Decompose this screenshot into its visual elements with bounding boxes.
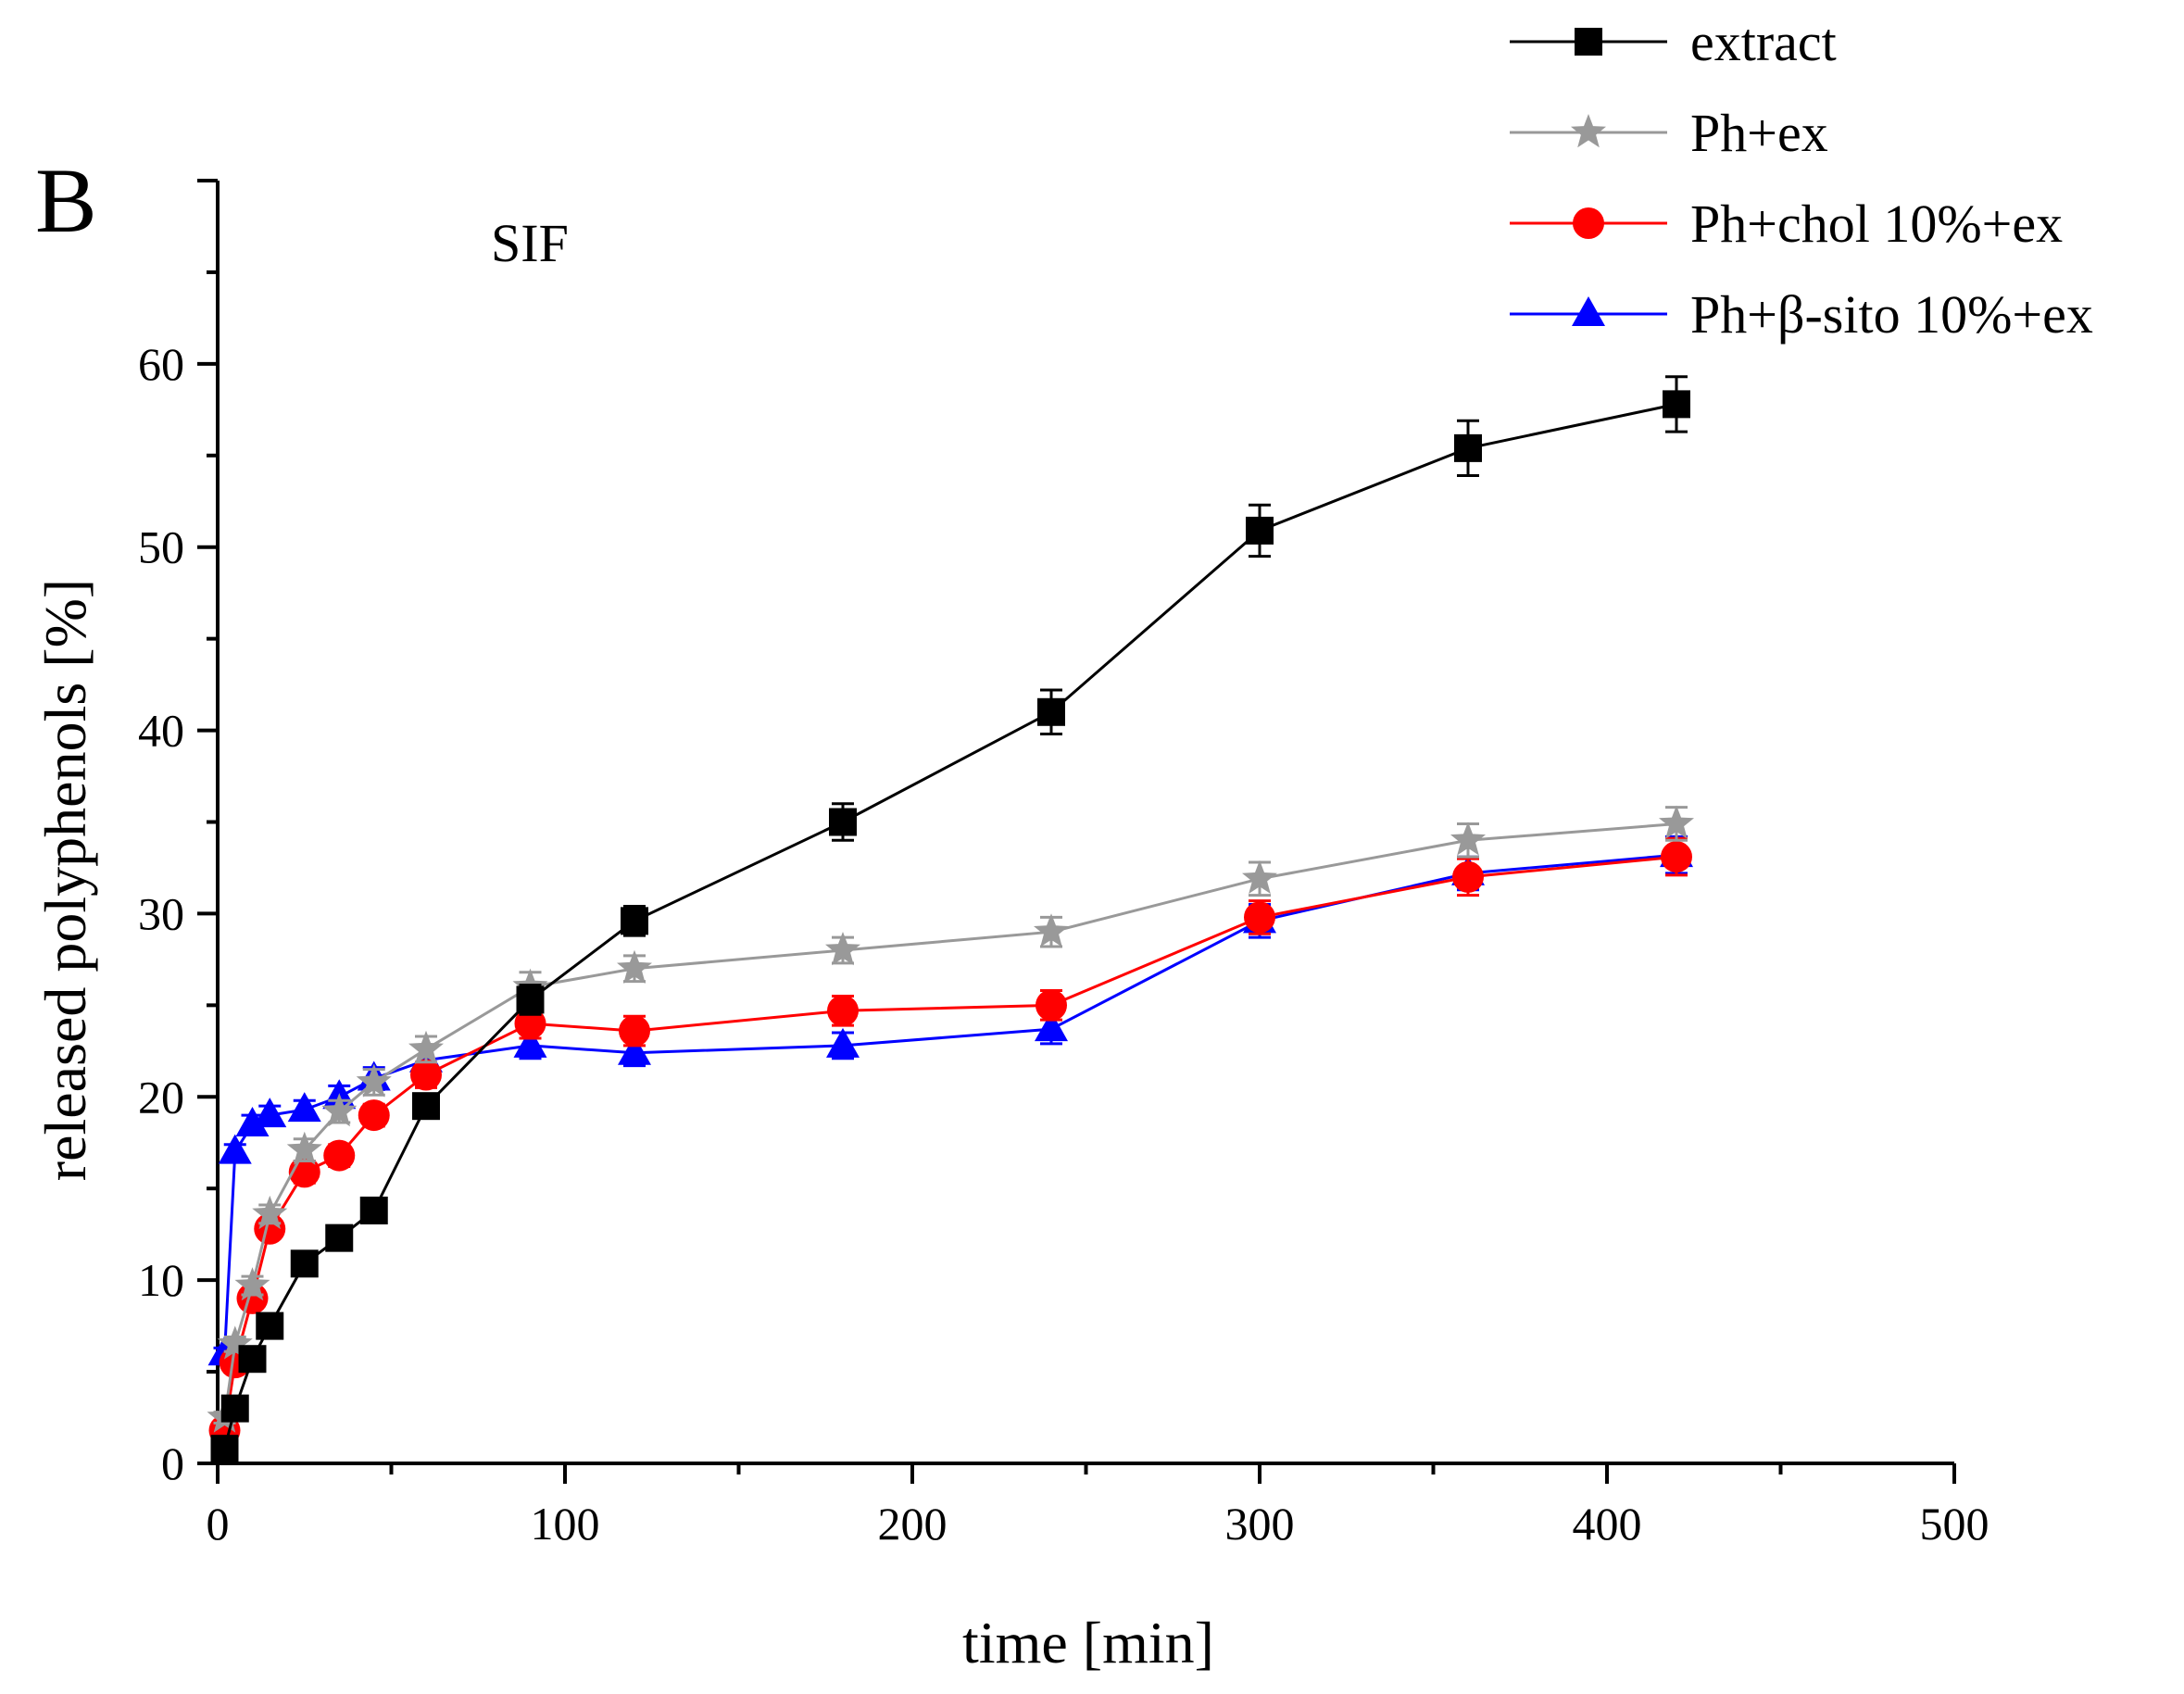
data-point <box>234 1267 270 1301</box>
data-point <box>1663 390 1690 419</box>
data-point <box>617 949 652 984</box>
data-point <box>826 1027 860 1058</box>
x-tick-label: 500 <box>1920 1498 1989 1550</box>
data-point <box>410 1059 442 1091</box>
data-point <box>829 808 857 836</box>
legend-item: Ph+chol 10%+ex <box>1510 194 2063 254</box>
series-line <box>223 822 1677 1418</box>
data-point <box>256 1311 284 1340</box>
y-tick-label: 60 <box>138 338 184 390</box>
data-point <box>321 1093 358 1127</box>
chart-annotation: SIF <box>491 213 569 273</box>
legend-marker <box>1572 296 1605 326</box>
data-point <box>1242 860 1277 894</box>
series-2 <box>208 836 1692 1447</box>
x-tick-label: 400 <box>1573 1498 1642 1550</box>
data-point <box>1037 697 1065 726</box>
data-point <box>1452 860 1484 893</box>
data-point <box>621 907 648 935</box>
x-axis-title: time [min] <box>962 1610 1214 1675</box>
data-point <box>356 1063 392 1098</box>
data-point <box>513 1027 547 1058</box>
y-tick-label: 30 <box>138 887 184 939</box>
x-tick-label: 300 <box>1225 1498 1295 1550</box>
legend-marker <box>1571 114 1606 148</box>
legend-item: extract <box>1510 12 1837 72</box>
series-layer <box>207 375 1694 1463</box>
series-line <box>223 402 1677 1449</box>
data-point <box>1246 516 1274 545</box>
data-point <box>1450 822 1486 856</box>
data-point <box>1661 841 1692 873</box>
data-point <box>1035 1011 1068 1042</box>
legend-label: extract <box>1690 12 1837 72</box>
data-point <box>218 1134 252 1164</box>
legend-marker <box>1575 28 1602 56</box>
axes: 0 100 200 300 400 500 0 10 20 30 40 50 60 <box>138 179 1989 1550</box>
series-line <box>223 853 1677 1354</box>
y-tick-label: 10 <box>138 1254 184 1306</box>
data-point <box>235 1106 270 1136</box>
x-tick-label: 0 <box>207 1498 230 1550</box>
x-tick-label: 100 <box>531 1498 600 1550</box>
data-point <box>408 1030 444 1064</box>
data-point <box>1659 805 1694 839</box>
data-point <box>210 1435 239 1463</box>
data-point <box>827 995 859 1027</box>
data-point <box>358 1099 390 1132</box>
legend-item: Ph+ex <box>1510 103 1828 163</box>
data-point <box>286 1131 322 1165</box>
data-point <box>825 932 860 966</box>
legend-label: Ph+ex <box>1690 103 1828 163</box>
data-point <box>220 1394 249 1423</box>
data-point <box>1036 989 1067 1022</box>
legend-label: Ph+chol 10%+ex <box>1690 194 2063 254</box>
y-tick-label: 40 <box>138 705 184 757</box>
data-point <box>1034 913 1069 947</box>
y-tick-label: 0 <box>161 1437 184 1489</box>
data-point <box>238 1345 267 1374</box>
data-point <box>323 1139 356 1172</box>
x-tick-label: 200 <box>878 1498 948 1550</box>
data-point <box>290 1249 319 1278</box>
data-point <box>217 1325 253 1360</box>
data-point <box>1244 901 1275 934</box>
data-point <box>1454 433 1482 462</box>
y-tick-label: 20 <box>138 1071 184 1123</box>
data-point <box>359 1196 388 1224</box>
data-point <box>252 1195 288 1230</box>
legend-item: Ph+β-sito 10%+ex <box>1510 284 2093 345</box>
series-0 <box>210 375 1690 1463</box>
series-line <box>223 855 1677 1431</box>
data-point <box>619 1015 650 1048</box>
legend-marker <box>1573 207 1604 239</box>
data-point <box>516 985 545 1014</box>
data-point <box>287 1092 321 1123</box>
y-axis-title: released polyphenols [%] <box>32 579 98 1181</box>
panel-letter: B <box>35 149 97 252</box>
legend-label: Ph+β-sito 10%+ex <box>1690 284 2093 345</box>
legend: extract Ph+ex Ph+chol 10%+ex Ph+β-sito 10%+… <box>1510 12 2093 345</box>
data-point <box>412 1092 440 1121</box>
data-point <box>253 1098 287 1128</box>
data-point <box>325 1223 354 1252</box>
data-point <box>618 1035 651 1065</box>
y-tick-label: 50 <box>138 521 184 573</box>
